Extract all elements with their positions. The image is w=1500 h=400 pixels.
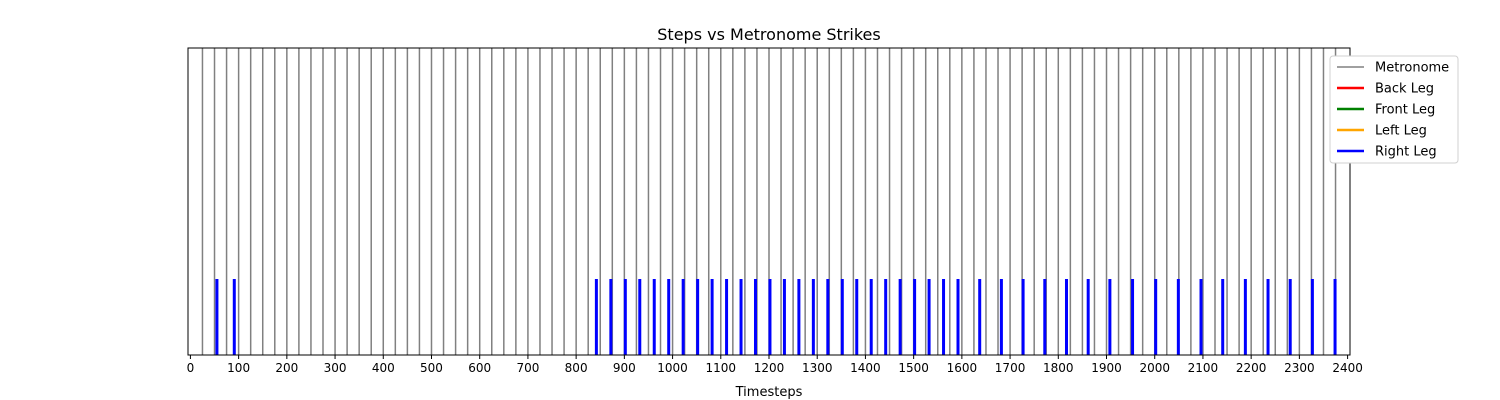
- legend-label: Front Leg: [1375, 103, 1435, 118]
- x-axis-ticks: 0 100 200 300 400 500 600 700 800 900 1000 1100 1200…: [187, 355, 1363, 375]
- x-tick-label: 500: [420, 361, 443, 375]
- x-tick-label: 0: [187, 361, 195, 375]
- legend-label: Metronome: [1375, 61, 1449, 76]
- x-tick-label: 1000: [657, 361, 688, 375]
- x-tick-label: 300: [324, 361, 347, 375]
- legend-label: Left Leg: [1375, 124, 1427, 139]
- x-tick-label: 2300: [1284, 361, 1315, 375]
- x-tick-label: 1500: [898, 361, 929, 375]
- x-tick-label: 1100: [706, 361, 737, 375]
- legend-label: Back Leg: [1375, 82, 1434, 97]
- legend-label: Right Leg: [1375, 145, 1437, 160]
- x-tick-label: 2400: [1332, 361, 1363, 375]
- x-tick-label: 700: [516, 361, 539, 375]
- x-axis-label: Timesteps: [735, 385, 803, 400]
- x-tick-label: 1200: [754, 361, 785, 375]
- x-tick-label: 1300: [802, 361, 833, 375]
- x-tick-label: 1800: [1043, 361, 1074, 375]
- x-tick-label: 900: [613, 361, 636, 375]
- chart-title: Steps vs Metronome Strikes: [657, 25, 880, 44]
- x-tick-label: 1600: [947, 361, 978, 375]
- x-tick-label: 600: [468, 361, 491, 375]
- legend-box: [1329, 55, 1459, 164]
- x-tick-label: 800: [565, 361, 588, 375]
- metronome-lines: [201, 48, 1337, 355]
- x-tick-label: 2100: [1188, 361, 1219, 375]
- x-tick-label: 2200: [1236, 361, 1267, 375]
- legend: Metronome Back Leg Front Leg Left Leg Right …: [1329, 55, 1459, 164]
- x-tick-label: 2000: [1139, 361, 1170, 375]
- x-tick-label: 1700: [995, 361, 1026, 375]
- leg-step-lines: [215, 279, 1337, 355]
- x-tick-label: 1900: [1091, 361, 1122, 375]
- x-tick-label: 100: [227, 361, 250, 375]
- x-tick-label: 400: [372, 361, 395, 375]
- x-tick-label: 1400: [850, 361, 881, 375]
- x-tick-label: 200: [275, 361, 298, 375]
